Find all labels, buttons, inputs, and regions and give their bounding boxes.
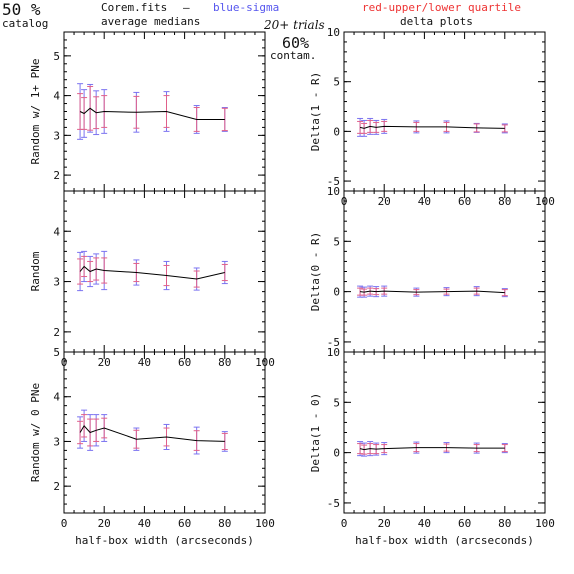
y-tick-label: -5 <box>327 336 340 349</box>
median-series-line <box>79 265 225 280</box>
contamination-percent: 60% <box>282 34 309 52</box>
x-tick-label: 0 <box>341 517 348 530</box>
y-axis-label-delta-1-r: Delta(1 - R) <box>309 72 322 151</box>
plot-frame <box>63 190 266 353</box>
y-tick-label: 5 <box>53 50 60 63</box>
x-tick-label: 80 <box>218 517 231 530</box>
y-tick-label: 5 <box>333 235 340 248</box>
x-tick-label: 20 <box>98 517 111 530</box>
x-tick-label: 60 <box>178 356 191 369</box>
x-tick-label: 40 <box>418 195 431 208</box>
y-tick-label: 2 <box>53 326 60 339</box>
y-tick-label: 4 <box>53 225 60 238</box>
y-tick-label: 10 <box>327 26 340 39</box>
y-tick-label: 3 <box>53 129 60 142</box>
panel-left-bot: 2 3 4 5 0 20 40 60 80 100 Random w/ 0 PNe half-box … <box>29 346 275 547</box>
median-series-line <box>79 424 225 442</box>
x-tick-label: 40 <box>138 517 151 530</box>
x-tick-label: 60 <box>458 517 471 530</box>
x-tick-label: 60 <box>178 517 191 530</box>
median-series-line <box>359 125 505 129</box>
panel-right-mid: -5 0 5 10 Delta(0 - R) <box>309 185 546 353</box>
x-tick-label: 100 <box>535 517 555 530</box>
panel-left-top: 2 3 4 5 Random w/ 1+ PNe <box>29 31 266 192</box>
y-axis-label-random: Random <box>29 251 42 291</box>
y-tick-label: 2 <box>53 169 60 182</box>
y-tick-label: 4 <box>53 391 60 404</box>
contamination-label: contam. <box>270 49 316 62</box>
plot-frame <box>343 190 546 353</box>
x-tick-label: 40 <box>138 356 151 369</box>
x-axis-label: half-box width (arcseconds) <box>355 534 534 547</box>
y-tick-label: 5 <box>53 346 60 359</box>
average-medians-label: average medians <box>101 15 200 28</box>
y-tick-label: 2 <box>53 480 60 493</box>
dash-label: – <box>183 1 190 14</box>
file-label: Corem.fits <box>101 1 167 14</box>
y-axis-label-delta-0-r: Delta(0 - R) <box>309 232 322 311</box>
plot-frame <box>343 351 546 514</box>
median-series-line <box>79 107 225 120</box>
y-tick-label: 5 <box>333 396 340 409</box>
x-tick-label: 80 <box>218 356 231 369</box>
x-tick-label: 0 <box>61 517 68 530</box>
y-tick-label: 0 <box>333 125 340 138</box>
x-tick-label: 60 <box>458 195 471 208</box>
catalog-label: catalog <box>2 17 48 30</box>
x-tick-label: 100 <box>255 517 275 530</box>
y-axis-label-delta-1-0: Delta(1 - 0) <box>309 393 322 472</box>
plot-frame <box>343 31 546 192</box>
delta-plots-label: delta plots <box>400 15 473 28</box>
x-tick-label: 80 <box>498 517 511 530</box>
y-tick-label: -5 <box>327 175 340 188</box>
median-series-line <box>360 290 505 294</box>
y-tick-label: 10 <box>327 346 340 359</box>
x-tick-label: 40 <box>418 517 431 530</box>
y-tick-label: 3 <box>53 435 60 448</box>
y-tick-label: 0 <box>333 447 340 460</box>
catalog-fraction: 50 % <box>2 0 41 19</box>
y-tick-label: 3 <box>53 276 60 289</box>
y-axis-label-random-w-1-pne: Random w/ 1+ PNe <box>29 59 42 165</box>
y-tick-label: 10 <box>327 185 340 198</box>
red-quartile-label: red-upper/lower quartile <box>362 1 521 14</box>
y-tick-label: 4 <box>53 90 60 103</box>
x-tick-label: 20 <box>378 195 391 208</box>
trials-label: 20+ trials <box>263 18 325 32</box>
y-tick-label: 0 <box>333 286 340 299</box>
y-axis-label-random-w-0-pne: Random w/ 0 PNe <box>29 383 42 482</box>
x-tick-label: 20 <box>98 356 111 369</box>
blue-sigma-label: blue-sigma <box>213 1 279 14</box>
median-series-line <box>359 447 505 451</box>
plot-frame <box>63 351 266 514</box>
y-tick-label: -5 <box>327 497 340 510</box>
y-tick-label: 5 <box>333 76 340 89</box>
x-tick-label: 20 <box>378 517 391 530</box>
x-axis-label: half-box width (arcseconds) <box>75 534 254 547</box>
x-tick-label: 80 <box>498 195 511 208</box>
